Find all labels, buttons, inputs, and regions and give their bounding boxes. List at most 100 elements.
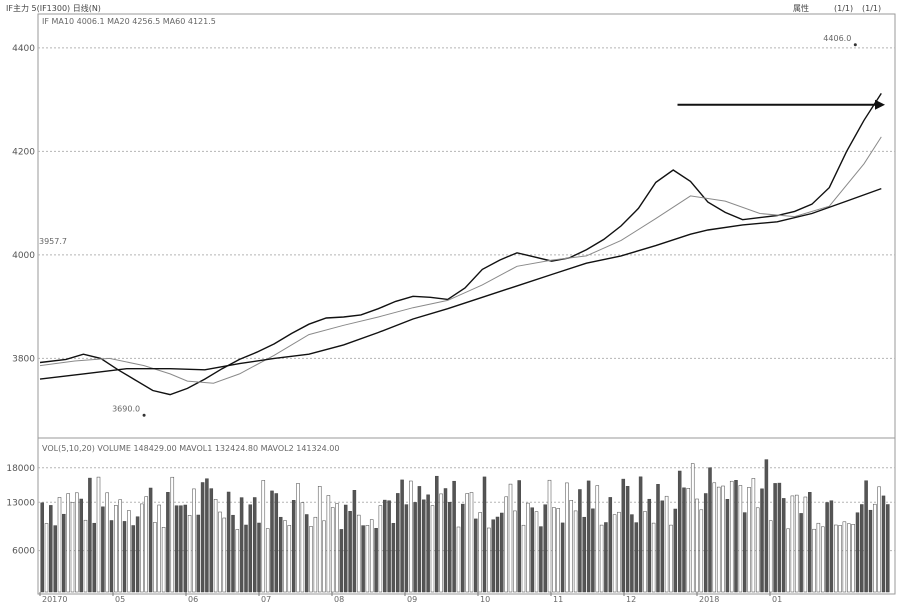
price-tick-label: 4200 <box>12 147 35 157</box>
volume-bar <box>161 527 166 593</box>
volume-bar <box>808 492 812 593</box>
volume-bar <box>686 488 691 593</box>
volume-bar <box>803 496 808 593</box>
volume-bar <box>638 476 643 593</box>
x-tick-label: 06 <box>188 595 198 604</box>
volume-bar <box>361 525 365 593</box>
volume-bar <box>205 478 209 593</box>
volume-bar <box>157 504 161 593</box>
volume-bar <box>439 493 443 593</box>
volume-bar <box>599 524 604 593</box>
volume-bar <box>140 503 144 593</box>
volume-bar <box>378 505 383 593</box>
volume-bar <box>669 524 673 593</box>
volume-bar <box>396 493 400 593</box>
volume-bar <box>339 529 344 593</box>
volume-bar <box>101 506 105 593</box>
volume-bar <box>612 514 617 593</box>
volume-bar <box>448 501 452 593</box>
x-tick-label: 09 <box>407 595 417 604</box>
volume-bar <box>842 521 847 593</box>
volume-bar <box>209 488 214 593</box>
volume-bar <box>274 493 279 593</box>
volume-bar <box>855 512 860 593</box>
volume-bar <box>174 505 179 593</box>
volume-bar <box>92 522 96 593</box>
volume-bar <box>526 502 530 593</box>
volume-bar <box>270 490 274 593</box>
volume-bar <box>569 500 573 593</box>
volume-bar <box>582 516 586 593</box>
volume-bar <box>664 495 669 593</box>
volume-bar <box>495 516 500 593</box>
volume-bar <box>261 480 266 593</box>
volume-bar <box>44 523 49 593</box>
volume-legend: VOL(5,10,20) VOLUME 148429.00 MAVOL1 132… <box>42 444 339 453</box>
window-tab-1[interactable]: 属性 <box>793 3 809 13</box>
volume-bar <box>62 513 66 593</box>
volume-bar <box>794 494 799 593</box>
volume-bar <box>578 489 582 593</box>
volume-bar <box>781 498 786 593</box>
volume-bar <box>634 522 639 593</box>
volume-bar <box>296 483 300 593</box>
volume-bar <box>183 504 188 593</box>
volume-bar <box>118 499 122 593</box>
volume-bar <box>213 499 218 593</box>
volume-bar <box>196 514 201 593</box>
volume-bar <box>500 512 504 593</box>
volume-bar <box>552 507 556 593</box>
volume-bar <box>365 525 370 593</box>
window-tab-3[interactable]: (1/1) <box>862 4 881 13</box>
volume-bar <box>530 507 534 593</box>
volume-bar <box>712 482 717 593</box>
volume-bar <box>725 499 730 593</box>
volume-bar <box>252 497 257 593</box>
volume-bar <box>435 475 439 593</box>
volume-bar <box>326 495 331 593</box>
volume-bar <box>825 502 829 593</box>
volume-bar <box>179 505 183 593</box>
volume-bar <box>187 515 192 593</box>
volume-bar <box>478 512 482 593</box>
annotation-label: 4406.0 <box>823 34 851 43</box>
volume-bar <box>153 522 157 593</box>
window-tab-2[interactable]: (1/1) <box>834 4 853 13</box>
volume-bar <box>821 526 825 593</box>
volume-bar <box>322 520 326 593</box>
volume-bar <box>513 510 517 593</box>
volume-bar <box>300 502 305 593</box>
volume-bar <box>864 480 868 593</box>
volume-bar <box>539 526 543 593</box>
volume-bar <box>127 510 131 593</box>
volume-bar <box>304 514 309 593</box>
price-left-label: 3957.7 <box>39 237 67 246</box>
volume-bar <box>400 479 404 593</box>
volume-bar <box>755 507 760 593</box>
volume-bar <box>838 525 842 593</box>
price-tick-label: 3800 <box>12 354 35 364</box>
annotation-marker <box>853 43 857 47</box>
volume-bar <box>656 484 660 593</box>
x-tick-label: 12 <box>626 595 636 604</box>
volume-bar <box>625 486 630 593</box>
volume-bar <box>621 478 626 593</box>
volume-bar <box>222 517 227 593</box>
x-tick-label: 10 <box>480 595 490 604</box>
volume-bar <box>166 492 170 593</box>
volume-bar <box>309 526 313 593</box>
volume-bar <box>491 519 495 593</box>
volume-bar <box>443 488 448 593</box>
volume-bar <box>148 487 153 593</box>
volume-bar <box>465 493 469 593</box>
x-tick-label: 05 <box>115 595 125 604</box>
volume-bar <box>456 526 461 593</box>
volume-bar <box>244 524 248 593</box>
volume-bar <box>547 479 552 593</box>
price-tick-label: 4000 <box>12 251 35 261</box>
volume-bar <box>556 508 560 593</box>
volume-bar <box>851 524 855 593</box>
volume-bar <box>768 520 773 593</box>
volume-bar <box>114 505 118 593</box>
